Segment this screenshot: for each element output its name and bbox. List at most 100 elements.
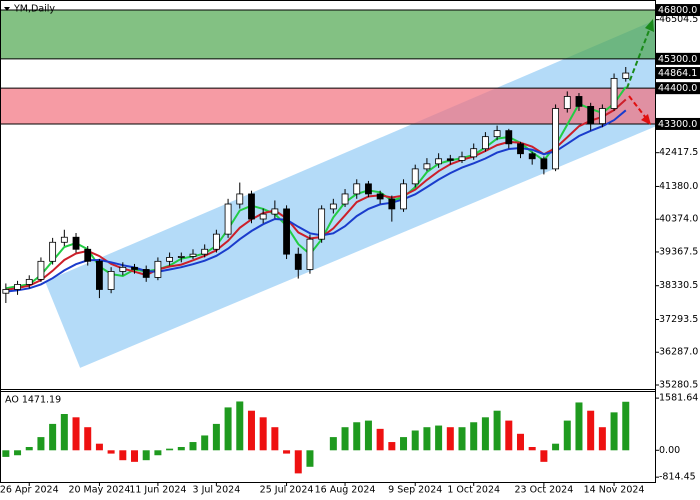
- candle-body: [411, 168, 419, 185]
- ao-bar: [622, 401, 630, 451]
- ao-bar: [329, 437, 337, 451]
- candle-body: [2, 289, 10, 294]
- y-tick-label: 35280.5: [659, 379, 698, 390]
- candle-body: [236, 193, 244, 205]
- ao-bar: [247, 410, 255, 451]
- candle-body: [353, 183, 361, 195]
- ao-bar: [587, 410, 595, 451]
- candle-body: [294, 253, 302, 270]
- ao-bar: [224, 407, 232, 451]
- candle-body: [329, 203, 337, 210]
- candle-body: [60, 236, 68, 243]
- x-tick-label: 25 Jul 2024: [260, 485, 314, 496]
- ao-bar: [353, 422, 361, 451]
- ao-bar: [49, 423, 57, 451]
- level-label: 43300.0: [658, 119, 697, 130]
- candle-body: [376, 193, 384, 200]
- ao-bar: [294, 450, 302, 474]
- ao-bar: [37, 437, 45, 451]
- candle-body: [271, 208, 279, 215]
- candle-body: [540, 158, 548, 170]
- ao-bar: [283, 450, 291, 454]
- down-arrowhead: [641, 114, 651, 125]
- candle-body: [96, 260, 103, 290]
- candle-body: [166, 257, 173, 262]
- candle-body: [528, 153, 536, 160]
- price-zone: [0, 10, 655, 59]
- ao-bar: [142, 450, 150, 461]
- ao-bar: [575, 402, 583, 451]
- ao-bar: [435, 425, 443, 451]
- ao-tick-label: -814.45: [659, 472, 696, 483]
- candle-body: [212, 233, 220, 250]
- ao-bar: [516, 433, 524, 451]
- candle-body: [505, 130, 513, 145]
- candle-body: [119, 266, 127, 272]
- ao-bar: [388, 442, 396, 451]
- candle-body: [622, 72, 630, 79]
- candle-body: [446, 158, 454, 161]
- ao-bar: [610, 412, 618, 451]
- x-tick-label: 26 Apr 2024: [0, 485, 59, 496]
- candle-body: [318, 208, 326, 240]
- candle-body: [517, 143, 524, 155]
- ao-bar: [505, 420, 513, 451]
- ao-bar: [107, 450, 115, 454]
- level-label: 44400.0: [658, 83, 697, 94]
- ao-bar: [376, 428, 384, 451]
- x-tick-label: 1 Oct 2024: [447, 485, 500, 496]
- candle-body: [189, 253, 197, 257]
- candle-body: [388, 198, 396, 210]
- candle-body: [177, 256, 185, 258]
- y-tick-label: 41380.0: [659, 181, 698, 192]
- ao-bar: [72, 417, 80, 451]
- ao-tick-label: 0.00: [659, 445, 680, 456]
- down-arrow: [628, 95, 647, 119]
- main-layer: [2, 67, 630, 474]
- candle-body: [306, 238, 314, 270]
- ao-bar: [423, 427, 431, 451]
- ao-bar: [131, 450, 139, 462]
- candle-body: [575, 96, 583, 107]
- candle-body: [365, 183, 372, 195]
- ao-bar: [364, 420, 372, 451]
- ao-bar: [119, 450, 127, 461]
- level-label-box: [656, 117, 700, 130]
- candle-body: [423, 163, 431, 170]
- candle-body: [563, 96, 571, 109]
- candle-body: [154, 260, 162, 278]
- ao-bar: [341, 427, 349, 451]
- ao-bar: [2, 450, 10, 457]
- current-price-label: 44864.1: [658, 68, 697, 79]
- candle-body: [493, 130, 501, 138]
- y-tick-label: 38330.5: [659, 280, 698, 291]
- ao-bar: [306, 450, 314, 467]
- ao-label: AO 1471.19: [5, 395, 61, 406]
- candle-body: [341, 193, 349, 205]
- x-tick-label: 14 Nov 2024: [584, 485, 645, 496]
- x-tick-label: 23 Oct 2024: [515, 485, 574, 496]
- candle-body: [49, 241, 57, 262]
- ao-bar: [400, 437, 408, 451]
- candle-body: [37, 260, 45, 280]
- x-tick-label: 3 Jul 2024: [193, 485, 241, 496]
- level-label-box: [656, 4, 700, 17]
- y-tick-label: 40374.0: [659, 214, 698, 225]
- candle-body: [482, 136, 489, 150]
- level-label: 45300.0: [658, 54, 697, 65]
- candle-body: [142, 269, 150, 278]
- candle-body: [458, 156, 466, 161]
- ao-bar: [201, 435, 209, 451]
- ao-bar: [458, 427, 466, 451]
- candle-body: [131, 266, 138, 270]
- candle-body: [259, 213, 267, 220]
- candle-body: [283, 208, 290, 255]
- ao-bar: [528, 446, 536, 451]
- current-price-box: [656, 67, 700, 80]
- symbol-icon: [4, 7, 10, 11]
- candle-body: [107, 271, 115, 290]
- ao-tick-label: 1581.64: [659, 393, 698, 404]
- level-label-box: [656, 52, 700, 65]
- candle-body: [400, 183, 407, 210]
- ao-bar: [552, 443, 560, 451]
